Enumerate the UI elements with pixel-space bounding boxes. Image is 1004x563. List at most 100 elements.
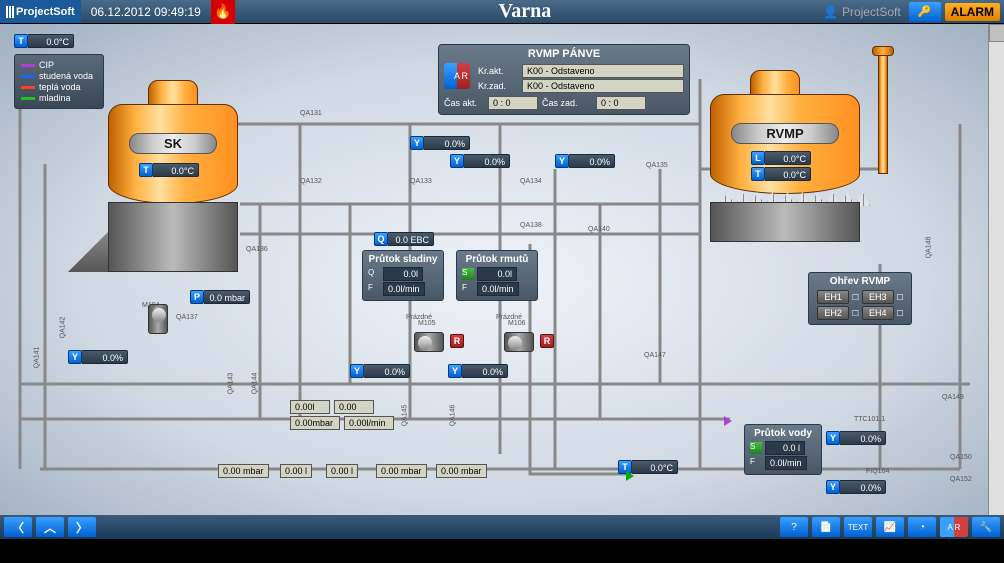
label-qa144: QA144	[251, 373, 258, 395]
legend-cip: CIP	[21, 60, 97, 70]
column-still	[878, 54, 888, 174]
legend-wort: mladina	[21, 93, 97, 103]
vessel-rvmp[interactable]: RVMP L0.0°C T0.0°C	[710, 94, 860, 194]
tag-p1[interactable]: P0.0 mbar	[190, 290, 250, 304]
label-ttc: TTC101.1	[854, 416, 885, 423]
panel-flow-vody[interactable]: Průtok vody S0.0 l F0.0l/min	[744, 424, 822, 475]
legend-panel: CIP studená voda teplá voda mladina	[14, 54, 104, 109]
label-qa152: QA152	[950, 476, 972, 483]
flow-rmutu-title: Průtok rmutů	[462, 254, 532, 265]
tools-button[interactable]: 🔧	[972, 517, 1000, 537]
label-qa147: QA147	[644, 352, 666, 359]
label-qa140: QA140	[588, 226, 610, 233]
tag-y6[interactable]: Y0.0%	[448, 364, 508, 378]
user-icon: 👤	[823, 5, 838, 19]
krakt-label: Kr.akt.	[478, 66, 518, 76]
page-title: Varna	[235, 0, 815, 23]
eh1-button[interactable]: EH1	[817, 290, 849, 304]
brand-logo[interactable]: ProjectSoft	[0, 0, 81, 23]
text-button[interactable]: TEXT	[844, 517, 872, 537]
readout-3: 0.00mbar	[290, 416, 340, 430]
panel-flow-rmutu[interactable]: Průtok rmutů S0.0l F0.0l/min	[456, 250, 538, 301]
flow-rmutu-s: 0.0l	[477, 267, 517, 281]
flow-sladiny-title: Průtok sladiny	[368, 254, 438, 265]
label-qa134: QA134	[520, 178, 542, 185]
casakt-value: 0 : 0	[488, 96, 538, 110]
user-name: ProjectSoft	[842, 5, 901, 19]
readout-4: 0.00l/min	[344, 416, 394, 430]
gauge-button[interactable]: ◔	[908, 517, 936, 537]
casakt-label: Čas akt.	[444, 98, 484, 108]
tag-y3[interactable]: Y0.0%	[555, 154, 615, 168]
eh2-button[interactable]: EH2	[817, 306, 849, 320]
label-qa136: QA136	[246, 246, 268, 253]
panel-flow-sladiny[interactable]: Průtok sladiny Q0.0l F0.0l/min	[362, 250, 444, 301]
flow-sladiny-q: 0.0l	[383, 267, 423, 281]
user-display[interactable]: 👤 ProjectSoft	[815, 5, 909, 19]
report-button[interactable]: 📄	[812, 517, 840, 537]
r-indicator-2: R	[540, 334, 554, 348]
rvmp-t: 0.0°C	[765, 167, 811, 181]
rvmp-panel-title: RVMP PÁNVE	[444, 48, 684, 60]
r-indicator-1: R	[450, 334, 464, 348]
vertical-scrollbar[interactable]	[988, 24, 1004, 539]
column-cap	[872, 46, 894, 56]
trend-button[interactable]: 📈	[876, 517, 904, 537]
tag-y7[interactable]: Y0.0%	[826, 431, 886, 445]
panel-ohrev[interactable]: Ohřev RVMP EH1 ☐ EH3 ☐ EH2 ☐ EH4 ☐	[808, 272, 912, 325]
flow-vody-s: 0.0 l	[765, 441, 805, 455]
flow-sladiny-f: 0.0l/min	[383, 282, 425, 296]
nav-up-button[interactable]: ︿	[36, 517, 64, 537]
readout-b3: 0.00 l	[326, 464, 358, 478]
scada-canvas: T 0.0°C CIP studená voda teplá voda mlad…	[0, 24, 1004, 539]
temp-value: 0.0°C	[28, 34, 74, 48]
label-qa133: QA133	[410, 178, 432, 185]
label-qa141: QA141	[33, 347, 40, 369]
legend-hot: teplá voda	[21, 82, 97, 92]
label-qa137: QA137	[176, 314, 198, 321]
tag-y5[interactable]: Y0.0%	[350, 364, 410, 378]
tag-y8[interactable]: Y0.0%	[826, 480, 886, 494]
nav-back-button[interactable]: 〈	[4, 517, 32, 537]
readout-b2: 0.00 l	[280, 464, 312, 478]
label-qa149: QA149	[942, 394, 964, 401]
pump-m105[interactable]	[414, 332, 444, 352]
readout-b4: 0.00 mbar	[376, 464, 427, 478]
tag-y2[interactable]: Y0.0%	[450, 154, 510, 168]
ar-toggle[interactable]: AR	[444, 63, 470, 89]
flame-icon[interactable]: 🔥	[211, 0, 235, 24]
badge-t-icon: T	[139, 163, 153, 177]
tag-q1[interactable]: Q0.0 EBC	[374, 232, 434, 246]
vessel-rvmp-label: RVMP	[731, 123, 839, 144]
eh4-button[interactable]: EH4	[862, 306, 894, 320]
krzad-label: Kr.zad.	[478, 81, 518, 91]
bottom-toolbar: 〈 ︿ 〉 ? 📄 TEXT 📈 ◔ A R 🔧	[0, 515, 1004, 539]
sk-temp: 0.0°C	[153, 163, 199, 177]
key-button[interactable]: 🔑	[909, 2, 941, 22]
tag-y1[interactable]: Y0.0%	[410, 136, 470, 150]
alarm-button[interactable]: ALARM	[945, 3, 1000, 21]
arrow-green-icon	[626, 471, 634, 481]
tag-y4[interactable]: Y0.0%	[68, 350, 128, 364]
label-qa145: QA145	[401, 405, 408, 427]
label-fiq: FIQ104	[866, 468, 889, 475]
label-m105: M105	[418, 320, 436, 327]
rvmp-l: 0.0°C	[765, 151, 811, 165]
eh3-button[interactable]: EH3	[862, 290, 894, 304]
vessel-sk[interactable]: SK T 0.0°C	[108, 104, 238, 204]
ar-button[interactable]: A R	[940, 517, 968, 537]
caszad-label: Čas zad.	[542, 98, 592, 108]
vessel-sk-label: SK	[129, 133, 217, 154]
flow-vody-f: 0.0l/min	[765, 456, 807, 470]
nav-forward-button[interactable]: 〉	[68, 517, 96, 537]
temp-tag-top[interactable]: T 0.0°C	[14, 34, 74, 48]
help-button[interactable]: ?	[780, 517, 808, 537]
ohrev-title: Ohřev RVMP	[814, 276, 906, 287]
sk-hopper	[68, 232, 108, 272]
badge-t-icon: T	[14, 34, 28, 48]
label-m104: M104	[142, 302, 160, 309]
pump-m106[interactable]	[504, 332, 534, 352]
rvmp-control-panel[interactable]: RVMP PÁNVE AR Kr.akt.K00 - Odstaveno Kr.…	[438, 44, 690, 115]
label-qa150: QA150	[950, 454, 972, 461]
label-qa143: QA143	[227, 373, 234, 395]
